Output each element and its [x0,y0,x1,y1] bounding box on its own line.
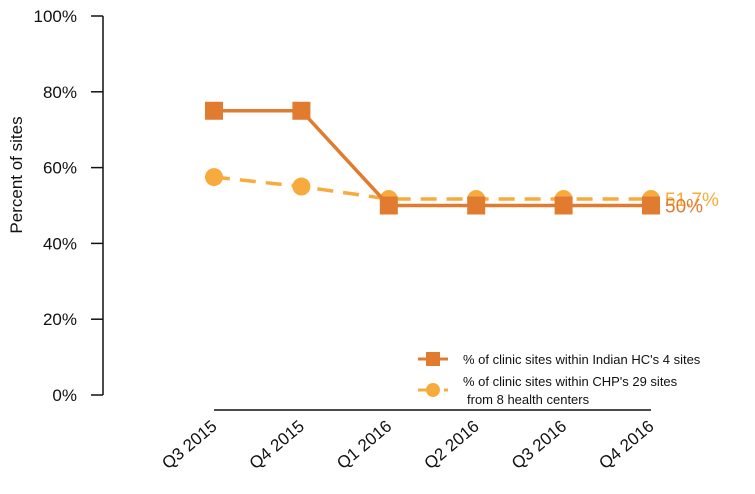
data-point [554,196,573,215]
y-tick-label: 20% [43,310,77,329]
series-line [214,109,651,208]
end-value-label: 50% [665,197,703,218]
data-point [292,101,311,120]
legend-entry-2: % of clinic sites within CHP's 29 sites f… [418,374,678,407]
legend-label: % of clinic sites within CHP's 29 sites [463,374,678,389]
legend-label: from 8 health centers [467,392,590,407]
x-tick-label: Q4 2016 [595,417,657,473]
x-tick-label: Q3 2016 [508,417,570,473]
legend-marker [426,383,440,397]
y-tick-label: 80% [43,83,77,102]
series-layer: 51.7%50% [205,101,719,218]
x-tick-label: Q1 2016 [333,417,395,473]
x-tick-label: Q3 2015 [158,417,220,473]
x-tick-label: Q4 2015 [246,417,308,473]
x-axis: Q3 2015 Q4 2015 Q1 2016 Q2 2016 Q3 2016 Q4 20… [158,409,658,473]
legend-entry-1: % of clinic sites within Indian HC's 4 s… [418,352,701,367]
y-tick-label: 40% [43,234,77,253]
legend: % of clinic sites within Indian HC's 4 s… [418,352,701,407]
y-axis-title: Percent of sites [7,116,26,233]
legend-marker [426,352,440,366]
end-value-label: 51.7% [665,190,719,211]
x-tick-label: Q2 2016 [421,417,483,473]
data-point [467,196,486,215]
data-point [379,196,398,215]
y-tick-label: 0% [52,386,77,405]
series-1: 50% [205,101,703,218]
data-point [205,168,223,187]
series-line [213,175,651,201]
y-tick-label: 60% [43,159,77,178]
data-point [292,177,311,196]
y-tick-label: 100% [34,7,77,26]
y-axis: 0% 20% 40% 60% 80% 100% [34,7,104,405]
data-point [205,101,223,120]
legend-label: % of clinic sites within Indian HC's 4 s… [463,352,701,367]
data-point [642,196,660,215]
